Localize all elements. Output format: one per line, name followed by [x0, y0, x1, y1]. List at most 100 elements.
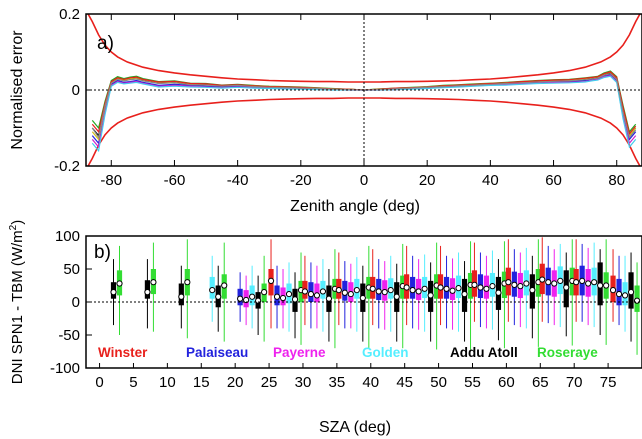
- panel-a-x-axis-label: Zenith angle (deg): [290, 198, 420, 215]
- y-tick-label: -100: [50, 360, 80, 377]
- box-plot-1-0: [144, 259, 151, 329]
- box-plot-5-4: [291, 272, 299, 339]
- ylabel-main: DNI SPN1 - TBM (W/m: [9, 230, 26, 384]
- panel-a-label: a): [97, 33, 114, 54]
- box-plots: [110, 237, 641, 355]
- box-median-marker: [545, 279, 552, 286]
- box-median-marker: [267, 277, 275, 284]
- box-plot-14-4: [597, 249, 604, 335]
- box-plot-7-1: [341, 261, 348, 329]
- box-median-marker: [573, 279, 580, 286]
- box-median-marker: [483, 285, 490, 292]
- box-plot-4-3: [255, 275, 262, 335]
- box-plot-4-1: [243, 275, 250, 326]
- box-plot-2-1: [184, 239, 191, 339]
- x-tick-label: 80: [608, 172, 625, 189]
- box-plot-12-4: [529, 255, 536, 339]
- box-median-marker: [353, 287, 360, 294]
- box-plot-3-2: [221, 242, 228, 342]
- box-median-marker: [477, 284, 484, 291]
- box-plot-11-2: [483, 255, 490, 329]
- box-plot-11-4: [495, 259, 502, 341]
- box-median-marker: [381, 289, 388, 296]
- box-median-marker: [291, 296, 299, 303]
- x-tick-label: 70: [566, 374, 583, 391]
- box-median-marker: [375, 288, 382, 295]
- panel-b-y-ticks: -100 -50 0 50 100: [50, 228, 92, 377]
- box-plot-14-0: [573, 239, 580, 322]
- x-tick-label: -20: [290, 172, 312, 189]
- box-median-marker: [387, 287, 394, 294]
- x-tick-label: -40: [227, 172, 249, 189]
- box-plot-0-1: [116, 245, 123, 335]
- box-median-marker: [443, 285, 450, 292]
- panel-a-y-axis-label: Normalised error: [9, 30, 26, 150]
- box-plot-7-5: [365, 245, 372, 349]
- box-median-marker: [279, 294, 287, 302]
- x-tick-label: 25: [261, 374, 278, 391]
- box-median-marker: [461, 290, 468, 298]
- box-plot-13-4: [563, 252, 570, 337]
- box-plot-15-1: [615, 255, 623, 326]
- box-median-marker: [369, 285, 376, 292]
- box-plot-12-0: [505, 239, 512, 322]
- box-plot-5-1: [273, 265, 281, 329]
- y-tick-label: 0: [72, 82, 80, 99]
- box-median-marker: [511, 281, 518, 288]
- box-median-marker: [243, 296, 250, 304]
- box-plot-10-1: [443, 255, 450, 329]
- box-plot-9-1: [409, 255, 416, 329]
- box-median-marker: [603, 282, 610, 289]
- box-median-marker: [523, 280, 530, 287]
- x-tick-label: 15: [193, 374, 210, 391]
- box-plot-10-2: [449, 258, 456, 330]
- box-plot-15-2: [621, 255, 629, 332]
- box-plot-13-1: [545, 245, 552, 324]
- panel-a: -80 -60 -40 -20 0 20 40 60 80 -0.2 0 0.2 a) Zenith…: [9, 6, 642, 215]
- box-median-marker: [627, 289, 635, 296]
- box-median-marker: [585, 280, 592, 287]
- box-median-marker: [307, 290, 315, 298]
- x-tick-label: 35: [329, 374, 346, 391]
- box-median-marker: [221, 282, 228, 289]
- box-plot-7-4: [359, 265, 366, 342]
- box-plot-9-3: [421, 254, 428, 332]
- box-median-marker: [615, 290, 623, 298]
- ylabel-superscript: 2: [8, 224, 19, 230]
- box-median-marker: [325, 295, 333, 302]
- box-median-marker: [393, 293, 400, 300]
- x-tick-label: 20: [419, 172, 436, 189]
- box-median-marker: [455, 285, 462, 292]
- box-plot-8-1: [375, 259, 382, 329]
- x-tick-label: -60: [164, 172, 186, 189]
- box-plot-12-1: [511, 249, 518, 326]
- box-plot-14-2: [585, 247, 592, 326]
- box-median-marker: [237, 295, 244, 302]
- box-median-marker: [449, 287, 456, 294]
- box-plot-7-3: [353, 257, 360, 332]
- x-tick-label: 60: [498, 374, 515, 391]
- legend-entry: Palaiseau: [186, 345, 248, 360]
- box-median-marker: [110, 289, 117, 296]
- box-plot-14-5: [603, 239, 610, 345]
- box-plot-8-2: [381, 261, 388, 330]
- box-median-marker: [347, 290, 354, 298]
- box-plot-12-2: [517, 252, 524, 328]
- box-median-marker: [150, 279, 157, 286]
- x-tick-label: -80: [100, 172, 122, 189]
- x-tick-label: 55: [464, 374, 481, 391]
- box-median-marker: [437, 284, 444, 291]
- box-plot-8-0: [369, 249, 376, 326]
- panel-b-label: b): [94, 242, 111, 263]
- box-plot-6-3: [319, 259, 327, 332]
- box-median-marker: [597, 282, 604, 289]
- x-tick-label: 75: [600, 374, 617, 391]
- box-plot-6-5: [331, 249, 339, 349]
- box-median-marker: [184, 279, 191, 286]
- ylabel-close: ): [9, 220, 26, 225]
- x-tick-label: 40: [482, 172, 499, 189]
- box-plot-3-0: [209, 255, 216, 322]
- box-median-marker: [529, 287, 536, 294]
- box-median-marker: [517, 283, 524, 290]
